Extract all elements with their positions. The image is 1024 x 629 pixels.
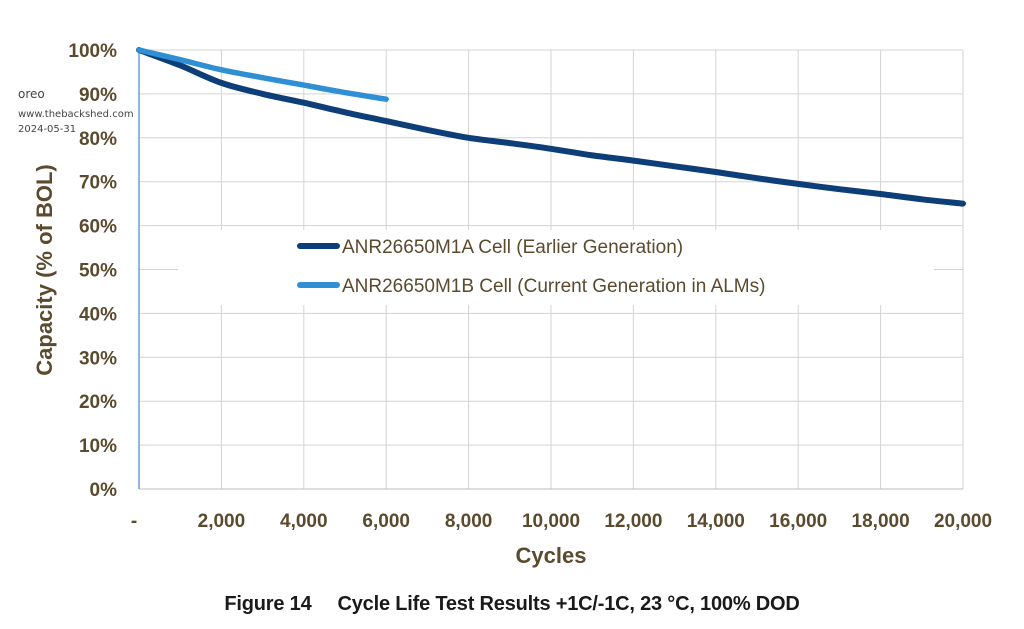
figure-caption: Figure 14 Cycle Life Test Results +1C/-1C… — [0, 593, 1024, 616]
y-tick-label: 10% — [79, 436, 117, 457]
y-tick-label: 40% — [79, 304, 117, 325]
y-tick-label: 20% — [79, 392, 117, 413]
x-tick-label: 14,000 — [687, 511, 745, 532]
x-tick-label: 20,000 — [934, 511, 992, 532]
legend-background — [178, 230, 934, 305]
y-tick-label: 30% — [79, 348, 117, 369]
y-axis-title: Capacity (% of BOL) — [32, 164, 57, 375]
x-tick-label: 4,000 — [280, 511, 328, 532]
series-line-2 — [136, 47, 389, 102]
series-line-1 — [136, 47, 966, 207]
x-tick-label: 16,000 — [769, 511, 827, 532]
x-tick-label: 12,000 — [604, 511, 662, 532]
y-tick-labels: 0% 10% 20% 30% 40% 50% 60% 70% 80% 90% 100% — [68, 41, 117, 501]
y-tick-label: 90% — [79, 85, 117, 106]
watermark-user: oreo — [18, 87, 45, 101]
series-lines — [136, 47, 966, 207]
x-tick-labels: - 2,000 4,000 6,000 8,000 10,000 12,000 14,000 1… — [131, 511, 992, 532]
x-tick-label: 8,000 — [445, 511, 493, 532]
x-tick-label: 6,000 — [362, 511, 410, 532]
figure-label: Figure 14 — [224, 593, 312, 615]
legend-label-1: ANR26650M1A Cell (Earlier Generation) — [342, 237, 683, 258]
watermark-date: 2024-05-31 — [18, 124, 77, 135]
legend-label-2: ANR26650M1B Cell (Current Generation in … — [342, 276, 765, 297]
x-tick-label: 10,000 — [522, 511, 580, 532]
figure-caption-text: Cycle Life Test Results +1C/-1C, 23 °C, … — [337, 593, 800, 615]
x-tick-label: 2,000 — [198, 511, 246, 532]
y-tick-label: 50% — [79, 261, 117, 282]
x-tick-label: - — [131, 511, 137, 532]
y-tick-label: 100% — [68, 41, 117, 62]
legend-box — [178, 230, 934, 305]
axes — [138, 50, 963, 490]
y-tick-label: 70% — [79, 173, 117, 194]
x-axis-title: Cycles — [516, 543, 587, 568]
watermark-site: www.thebackshed.com — [18, 109, 134, 120]
x-tick-label: 18,000 — [852, 511, 910, 532]
y-tick-label: 80% — [79, 129, 117, 150]
y-tick-label: 0% — [90, 480, 118, 501]
legend: ANR26650M1A Cell (Earlier Generation) ANR… — [297, 237, 765, 297]
y-tick-label: 60% — [79, 217, 117, 238]
